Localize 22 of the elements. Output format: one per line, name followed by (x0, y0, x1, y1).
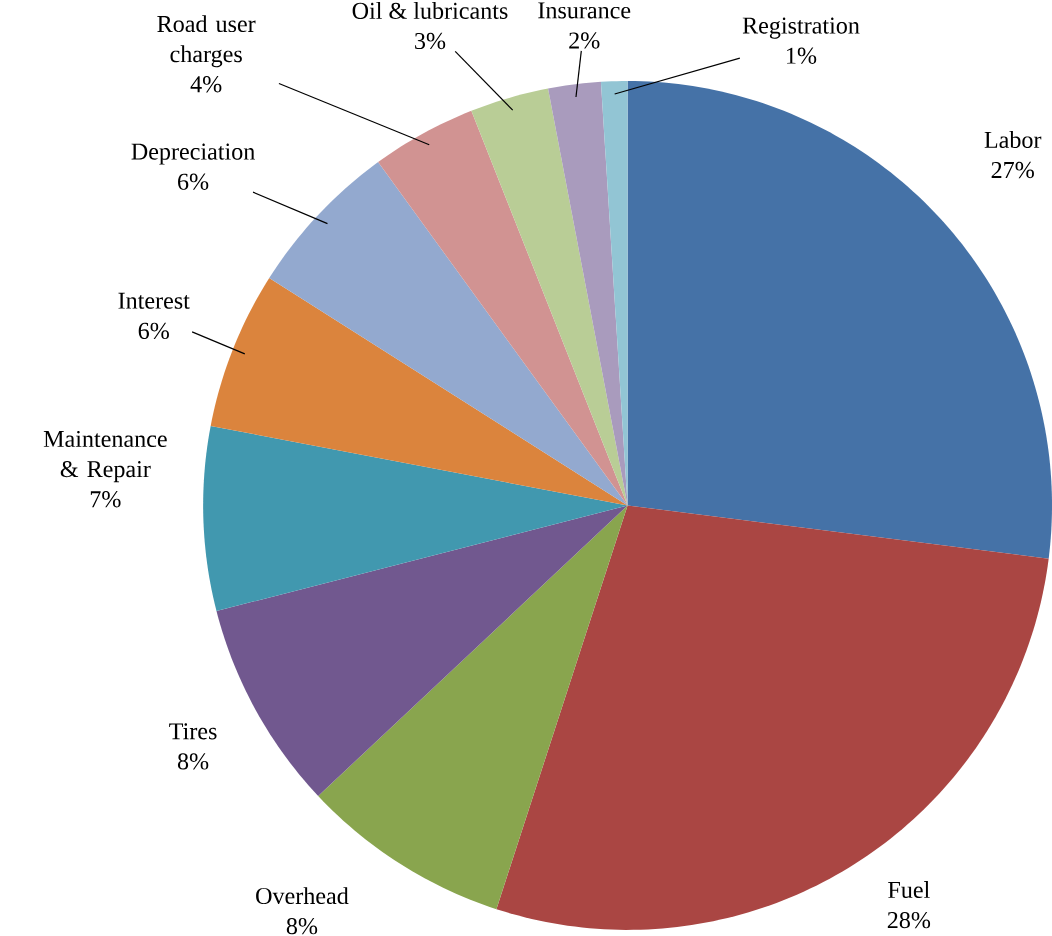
slice-label: Maintenance & Repair (43, 430, 167, 482)
slice-label: Tires (169, 723, 217, 740)
data-label: 8% (177, 753, 209, 770)
slice-label: Insurance (538, 2, 631, 19)
data-label: 7% (90, 490, 121, 508)
data-label: 27% (991, 161, 1034, 179)
slice-label: Overhead (256, 886, 349, 904)
data-label: 6% (178, 173, 209, 190)
data-label: 6% (138, 322, 169, 339)
slice-label: Fuel (888, 880, 930, 898)
data-label: 28% (887, 911, 931, 929)
slice-label: Depreciation (131, 143, 255, 165)
data-label: 8% (286, 917, 318, 935)
data-label: 1% (787, 47, 817, 64)
slice-label: Labor (984, 130, 1042, 148)
data-label: 3% (415, 32, 446, 49)
data-label: 4% (190, 75, 222, 93)
slice-label: Interest (118, 292, 190, 309)
slice-label: Registration (742, 17, 860, 39)
slice-label: Road user charges (157, 14, 256, 68)
data-label: 2% (569, 32, 600, 49)
slice-label: Oil & lubricants (352, 1, 508, 19)
